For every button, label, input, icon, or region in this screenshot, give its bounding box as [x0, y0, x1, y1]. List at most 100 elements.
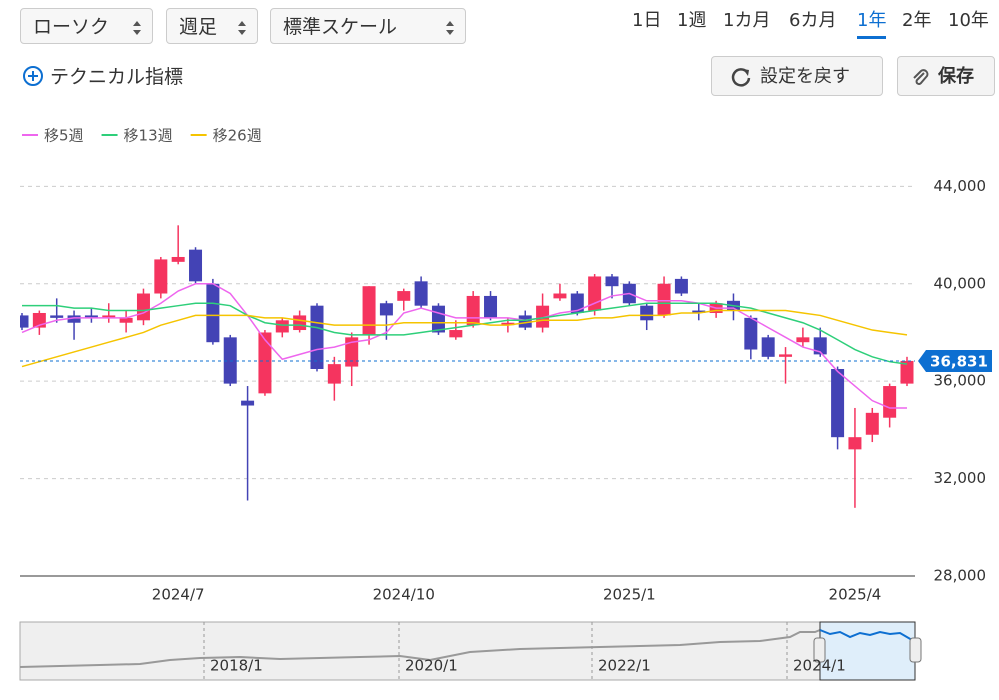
save-button[interactable]: 保存 [897, 56, 995, 96]
moving-average [21, 309, 908, 368]
candle-body [761, 337, 775, 357]
navigator-window-line [819, 629, 913, 641]
moving-average [21, 283, 907, 409]
candle-body [900, 360, 914, 384]
candle-body [345, 337, 359, 367]
navigator-line [19, 629, 821, 668]
reset-button[interactable]: 設定を戻す [711, 56, 883, 96]
candle-body [50, 315, 64, 318]
select-label: 標準スケール [283, 16, 398, 38]
candle-body [501, 322, 515, 326]
plus-icon [23, 66, 43, 86]
candle-body [553, 293, 567, 299]
candle-body [674, 278, 688, 294]
candle-body [171, 256, 185, 262]
candle-body [327, 364, 341, 384]
x-tick-label: 2024/10 [373, 586, 435, 604]
navigator-frame [19, 621, 916, 681]
candle-body [379, 303, 393, 316]
candle-body [397, 291, 411, 301]
x-tick-label: 2025/1 [603, 586, 656, 604]
navigator-label: 2018/1 [210, 657, 263, 675]
technical-label: テクニカル指標 [50, 66, 184, 88]
candle-body [779, 354, 793, 357]
candle-body [206, 283, 220, 343]
range-tab[interactable]: 6カ月 [789, 10, 837, 31]
candle-body [449, 330, 463, 338]
candle-body [605, 276, 619, 287]
candle-body [570, 293, 584, 313]
candle-body [848, 437, 862, 450]
select-label: ローソク [33, 16, 110, 38]
candle-body [275, 320, 289, 333]
select-arrow [133, 21, 141, 35]
candle-body [102, 315, 116, 318]
candle-body [67, 315, 81, 323]
legend-label: 移13週 [124, 127, 173, 145]
candle-body [466, 295, 480, 326]
technical-button[interactable]: テクニカル指標 [22, 62, 183, 89]
candle-body [431, 305, 445, 333]
candle-body [796, 337, 810, 343]
legend-label: 移5週 [44, 127, 84, 145]
candle-body [518, 315, 532, 328]
candle-body [536, 305, 550, 328]
candle-body [293, 315, 307, 331]
candle-body [865, 412, 879, 435]
navigator-handle[interactable] [909, 637, 922, 663]
navigator-handle[interactable] [813, 637, 826, 663]
candle-body [189, 249, 203, 282]
navigator: 2018/1 2020/1 2022/1 2024/1 [19, 621, 922, 681]
candle-body [640, 305, 654, 321]
plot [20, 225, 914, 508]
candle-body [657, 283, 671, 316]
range-tab[interactable]: 10年 [948, 10, 989, 31]
candle-body [310, 305, 324, 369]
period-select[interactable]: 週足 [166, 8, 258, 44]
y-tick-label: 40,000 [934, 274, 987, 292]
candle-body [484, 295, 498, 318]
range-tab[interactable]: 1日 [632, 10, 662, 31]
candle-body [241, 400, 255, 406]
candle-body [744, 317, 758, 350]
candle-body [136, 293, 150, 321]
reset-label: 設定を戻す [760, 66, 850, 87]
legend-label: 移26週 [213, 127, 262, 145]
select-arrow [238, 21, 246, 35]
candle-body [119, 317, 133, 323]
range-tab[interactable]: 2年 [902, 10, 932, 31]
candle-body [20, 315, 29, 328]
y-tick-label: 32,000 [934, 469, 987, 487]
candle-body [813, 337, 827, 355]
candle-body [831, 369, 845, 438]
select-arrow [446, 21, 454, 35]
reset-icon [731, 68, 751, 87]
clip-icon [913, 69, 929, 85]
candle-body [692, 310, 706, 313]
candle-body [258, 332, 272, 394]
candle-body [883, 386, 897, 418]
y-tick-label: 36,000 [934, 372, 987, 390]
last-price-tag [918, 349, 992, 372]
x-tick-label: 2024/7 [152, 586, 205, 604]
range-tab[interactable]: 1カ月 [723, 10, 771, 31]
last-price-label: 36,831 [930, 352, 988, 370]
chart-type-select[interactable]: ローソク [20, 8, 153, 44]
candle-body [414, 281, 428, 306]
y-tick-label: 44,000 [934, 177, 987, 195]
candle-body [154, 259, 168, 294]
navigator-label: 2024/1 [793, 657, 846, 675]
save-label: 保存 [938, 66, 974, 87]
range-tab[interactable]: 1週 [677, 10, 707, 31]
navigator-label: 2020/1 [405, 657, 458, 675]
candle-body [84, 315, 98, 318]
navigator-label: 2022/1 [598, 657, 651, 675]
x-tick-label: 2025/4 [829, 586, 882, 604]
range-tab[interactable]: 1年 [857, 6, 887, 39]
scale-select[interactable]: 標準スケール [270, 8, 466, 44]
y-tick-label: 28,000 [934, 567, 987, 585]
select-label: 週足 [179, 16, 218, 38]
candle-body [362, 286, 376, 335]
